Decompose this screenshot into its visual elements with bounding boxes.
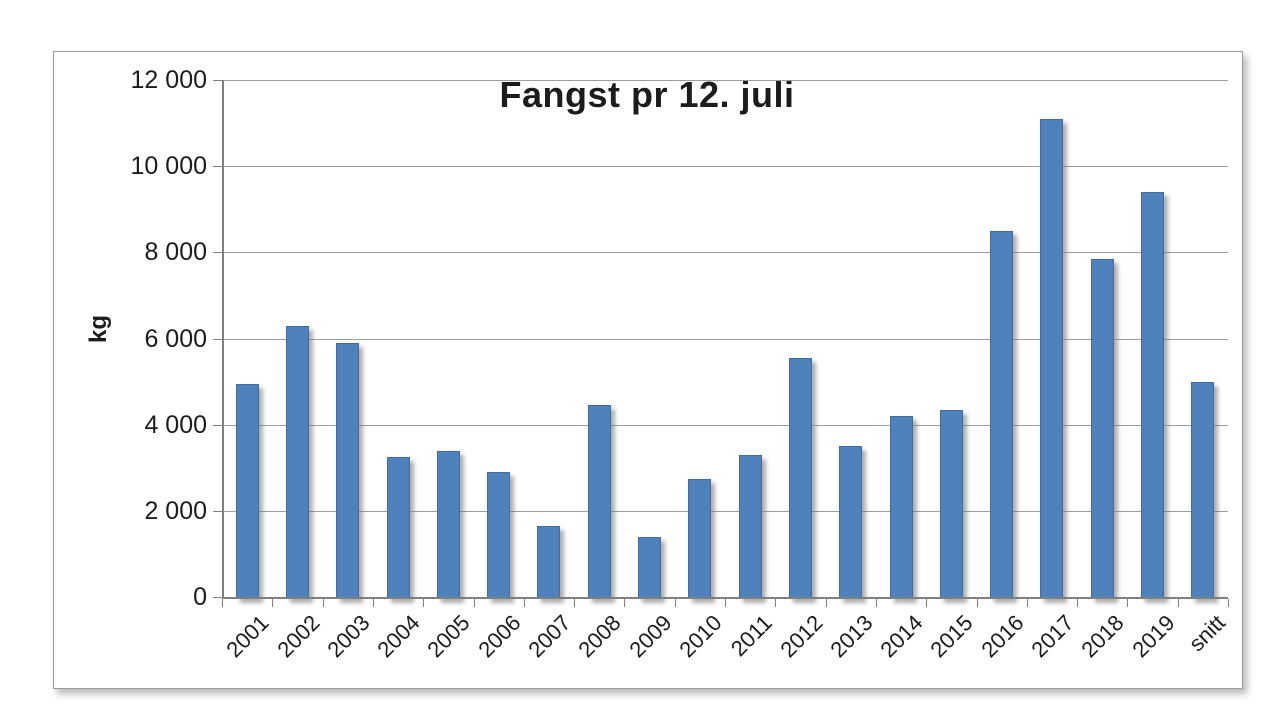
gridline: [222, 166, 1228, 168]
gridline: [222, 424, 1228, 426]
bar-2004: [386, 456, 410, 599]
x-axis-tick: [1026, 599, 1028, 607]
x-axis-tick: [926, 599, 928, 607]
x-axis-tick: [775, 599, 777, 607]
y-axis-line: [222, 80, 224, 599]
x-axis-tick: [523, 599, 525, 607]
bar-2010: [688, 478, 712, 599]
x-axis-tick: [372, 599, 374, 607]
bar-2014: [889, 416, 913, 599]
x-axis-tick: [423, 599, 425, 607]
x-axis-tick: [473, 599, 475, 607]
x-axis-tick: [725, 599, 726, 607]
x-axis-tick: [1127, 599, 1129, 607]
bar-2007: [537, 525, 561, 599]
y-axis-tick-label: 4 000: [144, 410, 207, 439]
x-axis-tick: [875, 599, 877, 607]
x-axis-tick: [222, 599, 223, 607]
gridline: [222, 510, 1228, 512]
bar-2017: [1040, 118, 1064, 599]
gridline: [222, 338, 1228, 340]
x-axis-tick: [624, 599, 626, 607]
bar-snitt: [1191, 381, 1215, 599]
x-axis-tick: [674, 599, 676, 607]
bar-2018: [1090, 258, 1114, 599]
x-axis-tick: [1177, 599, 1179, 607]
x-axis-tick: [1228, 599, 1229, 607]
x-axis-tick: [574, 599, 576, 607]
y-axis-tick: [213, 80, 222, 81]
bar-2008: [587, 405, 611, 599]
bar-2002: [285, 325, 309, 599]
bar-2013: [839, 446, 863, 599]
bar-2005: [436, 450, 460, 599]
y-axis-tick: [213, 597, 222, 598]
gridline: [222, 80, 1228, 81]
bar-2016: [990, 230, 1014, 599]
bar-2019: [1141, 192, 1165, 599]
bar-2001: [235, 383, 259, 599]
y-axis-tick: [213, 424, 222, 426]
gridline: [222, 252, 1228, 254]
bar-2015: [939, 409, 963, 599]
y-axis-tick-label: 12 000: [130, 66, 207, 94]
x-axis-tick: [272, 599, 274, 607]
y-axis-tick-label: 2 000: [144, 496, 207, 525]
x-axis-line: [222, 597, 1228, 599]
y-axis-tick-label: 8 000: [144, 238, 207, 267]
bar-2009: [638, 536, 662, 599]
bar-2011: [738, 454, 762, 599]
x-axis-tick: [825, 599, 827, 607]
bar-2006: [487, 472, 511, 599]
x-axis-tick: [976, 599, 978, 607]
y-axis-tick-label: 6 000: [144, 324, 207, 353]
x-axis-tick: [322, 599, 324, 607]
y-axis-tick-label: 0: [193, 583, 207, 611]
y-axis-tick: [213, 166, 222, 168]
x-axis-tick: [1077, 599, 1079, 607]
bar-2012: [788, 357, 812, 599]
y-axis-tick: [213, 510, 222, 512]
y-axis-tick: [213, 252, 222, 254]
y-axis-tick: [213, 338, 222, 340]
y-axis-tick-label: 10 000: [130, 152, 207, 181]
bar-2003: [336, 342, 360, 599]
